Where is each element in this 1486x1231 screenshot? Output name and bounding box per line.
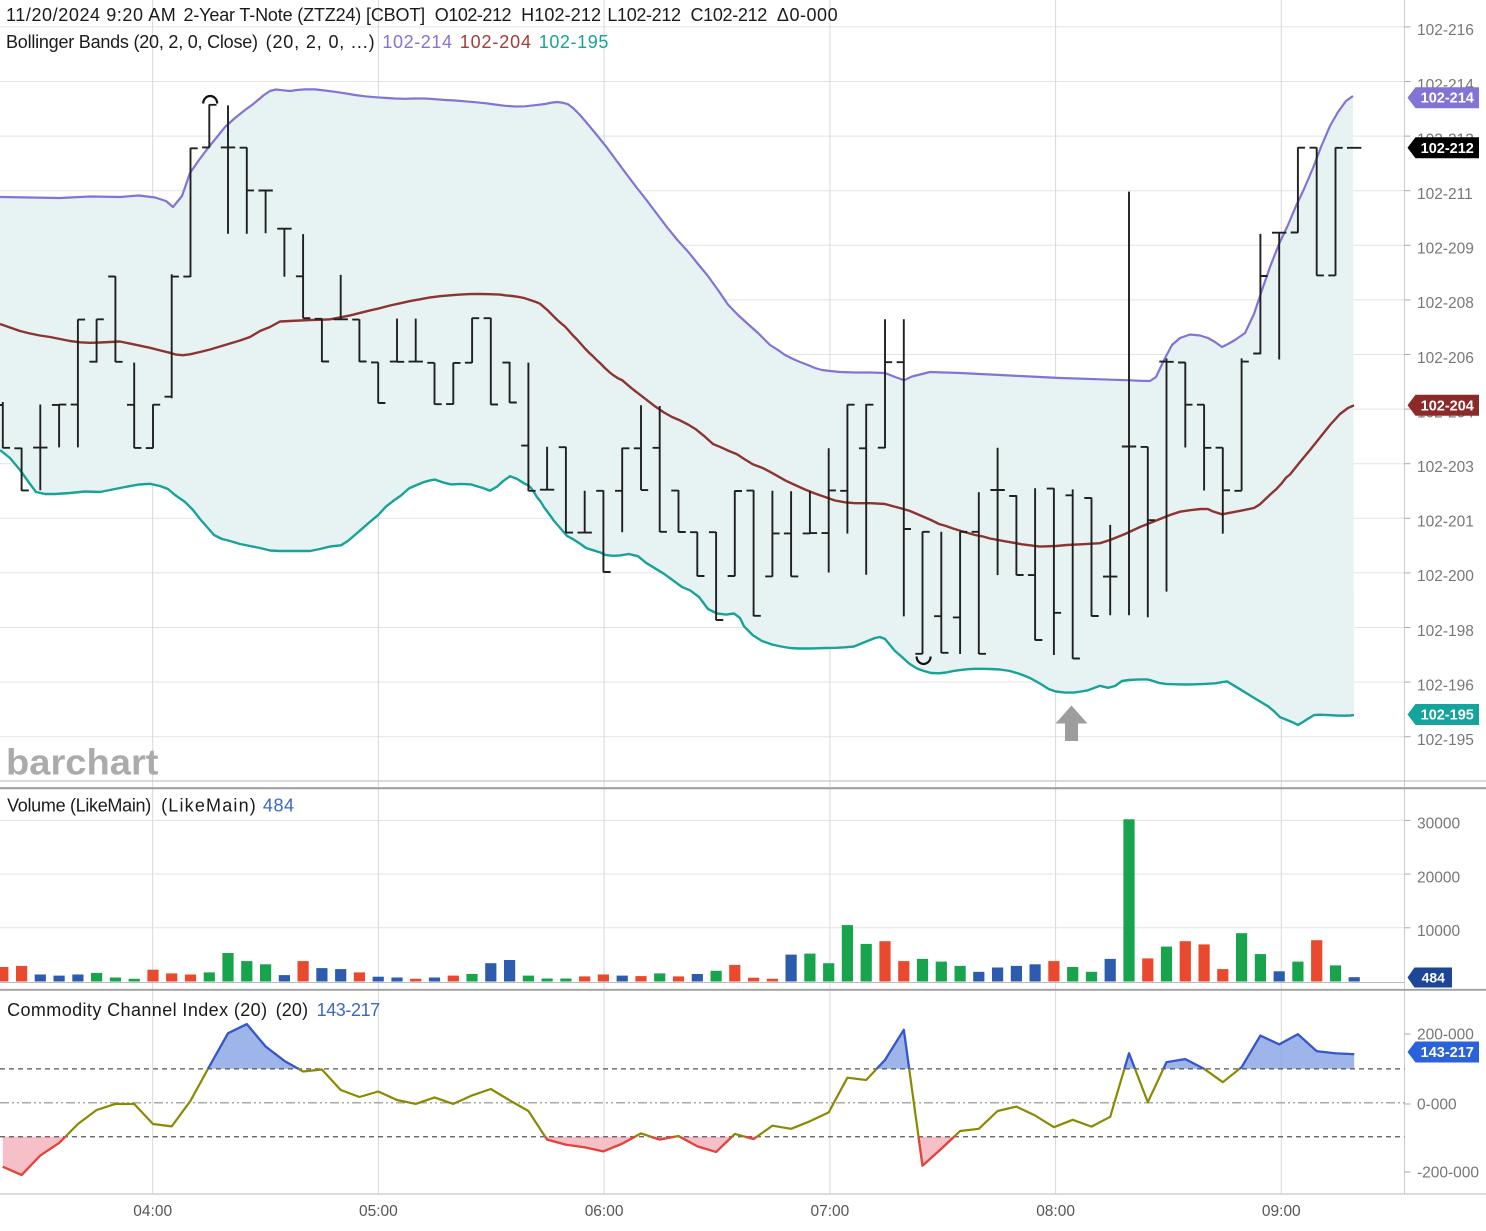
svg-text:10000: 10000 (1417, 923, 1460, 940)
svg-text:102-214: 102-214 (1421, 91, 1474, 107)
svg-text:102-209: 102-209 (1417, 241, 1474, 258)
svg-text:30000: 30000 (1417, 816, 1460, 833)
svg-text:09:00: 09:00 (1262, 1203, 1301, 1220)
svg-text:102-201: 102-201 (1417, 514, 1474, 531)
svg-text:143-217: 143-217 (1421, 1045, 1474, 1061)
svg-text:102-206: 102-206 (1417, 350, 1474, 367)
svg-text:barchart: barchart (6, 742, 159, 783)
svg-text:102-200: 102-200 (1417, 568, 1474, 585)
svg-text:102-211: 102-211 (1417, 186, 1473, 203)
svg-text:200-000: 200-000 (1417, 1027, 1474, 1044)
svg-text:0-000: 0-000 (1417, 1097, 1457, 1114)
svg-text:102-208: 102-208 (1417, 295, 1474, 312)
svg-text:102-195: 102-195 (1421, 708, 1474, 724)
svg-text:07:00: 07:00 (811, 1203, 850, 1220)
svg-text:102-203: 102-203 (1417, 459, 1474, 476)
svg-text:-200-000: -200-000 (1417, 1165, 1479, 1182)
svg-text:102-195: 102-195 (1417, 732, 1474, 749)
svg-text:Volume (LikeMain)(LikeMain)484: Volume (LikeMain) (LikeMain) 484 (7, 796, 294, 816)
svg-text:05:00: 05:00 (359, 1203, 398, 1220)
svg-text:Bollinger Bands (20, 2, 0, Clo: Bollinger Bands (20, 2, 0, Close) (20, 2,… (6, 32, 608, 52)
svg-text:04:00: 04:00 (133, 1203, 172, 1220)
svg-text:102-196: 102-196 (1417, 677, 1474, 694)
svg-text:06:00: 06:00 (585, 1203, 624, 1220)
svg-text:484: 484 (1422, 970, 1446, 986)
svg-text:102-216: 102-216 (1417, 22, 1474, 39)
svg-text:Commodity Channel Index (20)(2: Commodity Channel Index (20) (20) 143-217 (7, 1000, 380, 1020)
svg-text:20000: 20000 (1417, 869, 1460, 886)
svg-text:08:00: 08:00 (1036, 1203, 1075, 1220)
svg-text:11/20/2024 9:20 AM2-Year T-Not: 11/20/2024 9:20 AM 2-Year T-Note (ZTZ24) … (6, 5, 838, 25)
svg-text:102-212: 102-212 (1421, 141, 1474, 157)
svg-text:102-204: 102-204 (1421, 398, 1474, 414)
svg-text:102-198: 102-198 (1417, 623, 1474, 640)
